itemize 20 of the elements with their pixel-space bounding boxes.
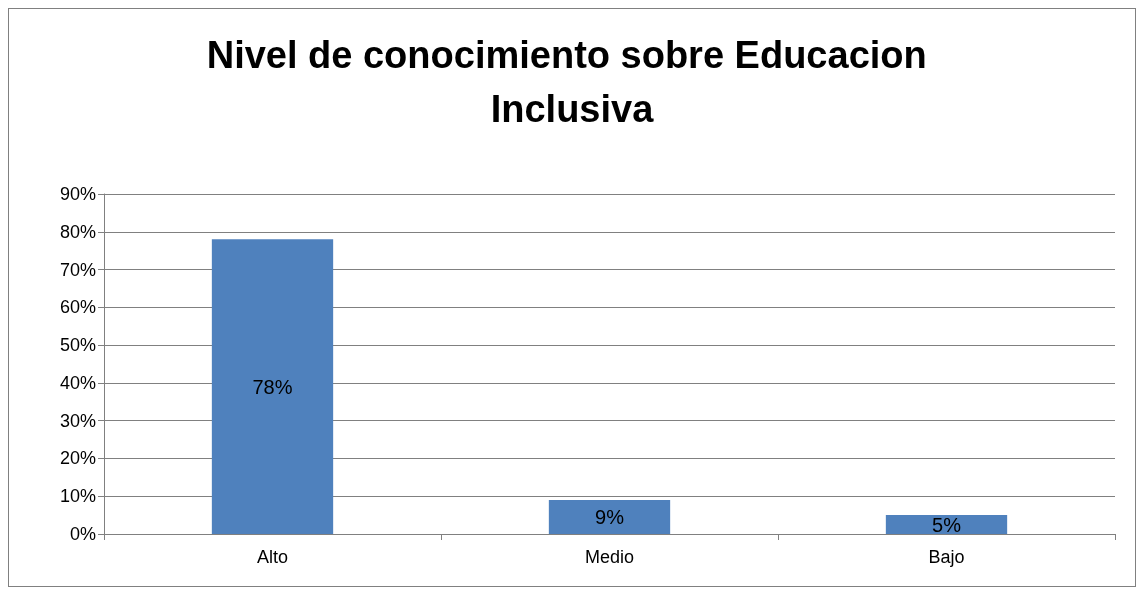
y-tick-label: 10% [59, 486, 96, 507]
bar [548, 500, 671, 534]
x-tick-label: Medio [584, 547, 635, 567]
y-tick-label: 30% [59, 410, 96, 431]
x-tick-label: Alto [256, 547, 289, 567]
x-tick-label: Bajo [928, 547, 965, 567]
chart-title: Nivel de conocimiento sobre Educacion Inclusiva [206, 34, 938, 130]
y-tick-label: 20% [59, 448, 96, 469]
bar [211, 239, 334, 534]
data-label: 5% [932, 513, 962, 536]
y-tick-label: 80% [59, 221, 96, 242]
y-tick-label: 60% [59, 297, 96, 318]
y-tick-label: 40% [59, 372, 96, 393]
bar [885, 515, 1008, 534]
data-label: 78% [252, 375, 293, 398]
y-tick-label: 0% [69, 524, 96, 544]
y-tick-label: 50% [59, 335, 96, 356]
y-tick-label: 90% [59, 184, 96, 204]
data-label: 9% [595, 506, 625, 528]
y-tick-label: 70% [59, 259, 96, 280]
